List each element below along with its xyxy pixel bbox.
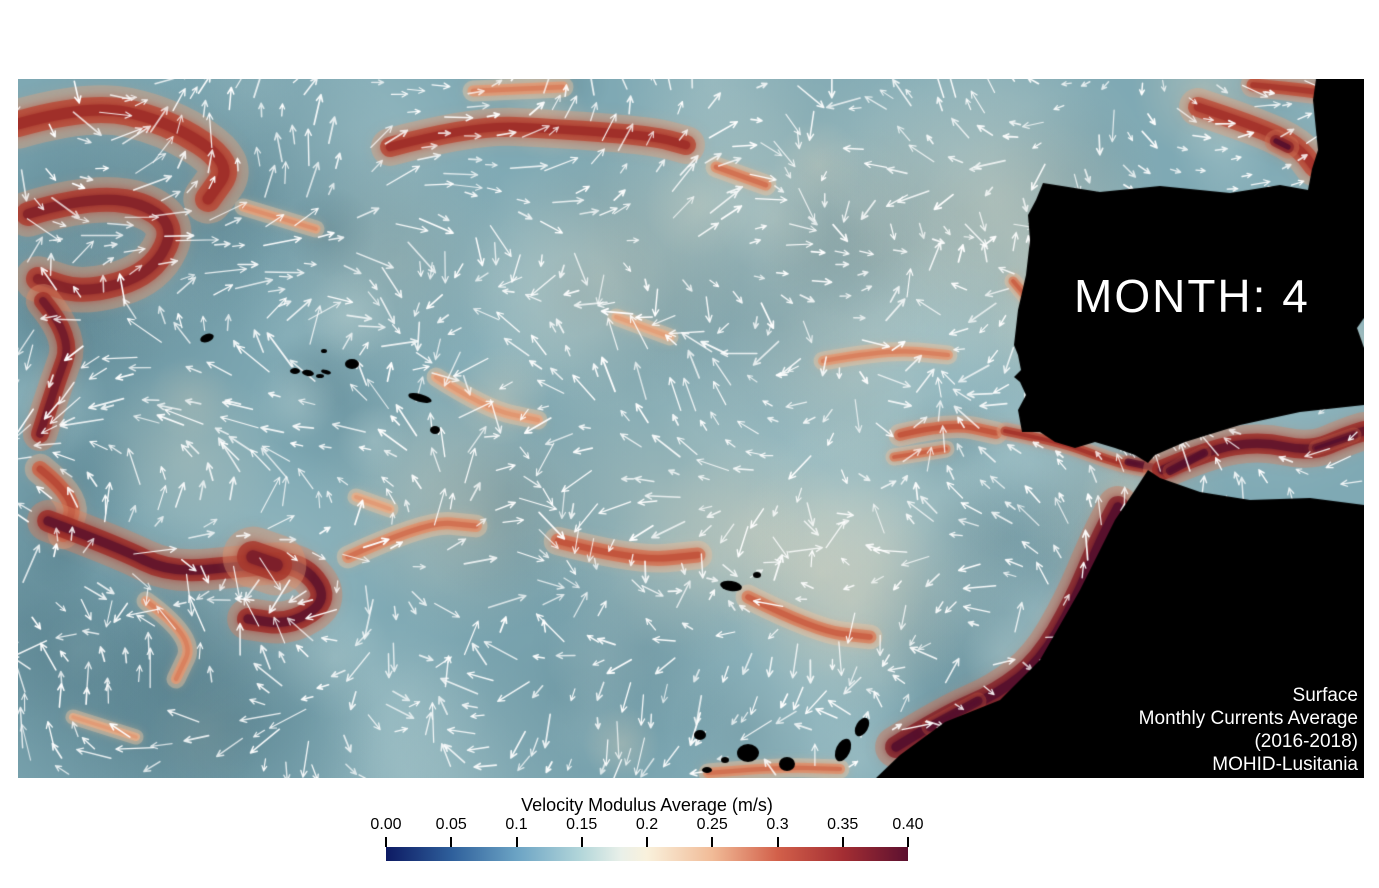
- colorbar-tick-label: 0.35: [827, 816, 859, 833]
- colorbar-tick-mark: [515, 837, 518, 847]
- colorbar-tick-mark: [907, 837, 909, 847]
- colorbar-tick-label: 0.05: [435, 816, 467, 833]
- colorbar-tick-mark: [776, 837, 779, 847]
- colorbar-title: Velocity Modulus Average (m/s): [521, 795, 773, 815]
- colorbar-ticks-layer: [385, 837, 909, 847]
- colorbar-tick-mark: [385, 837, 387, 847]
- colorbar-tick-mark: [646, 837, 648, 847]
- colorbar-gradient: [386, 847, 908, 861]
- credit-line-subject: Monthly Currents Average: [1138, 708, 1358, 729]
- colorbar-tick-mark: [580, 837, 583, 847]
- colorbar-tick-label: 0.00: [370, 816, 402, 833]
- colorbar-tick-label: 0.1: [505, 816, 528, 833]
- colorbar-tick-label: 0.3: [766, 816, 789, 833]
- colorbar-tick-mark: [450, 837, 453, 847]
- colorbar-tick-label: 0.25: [696, 816, 728, 833]
- colorbar-tick-mark: [711, 837, 714, 847]
- currents-map-canvas: [18, 79, 1364, 778]
- credits-block: Surface Monthly Currents Average (2016-2…: [1139, 684, 1358, 776]
- colorbar-tick-label: 0.40: [892, 816, 924, 833]
- colorbar: Velocity Modulus Average (m/s) 0.00 0.05 0…: [370, 795, 924, 861]
- credit-line-surface: Surface: [1292, 685, 1358, 706]
- colorbar-tick-label: 0.15: [566, 816, 598, 833]
- colorbar-tick-mark: [841, 837, 844, 847]
- currents-map: MONTH: 4 Surface Monthly Currents Averag…: [18, 79, 1364, 778]
- credit-line-model: MOHID-Lusitania: [1212, 754, 1358, 775]
- colorbar-tick-label: 0.2: [635, 816, 659, 833]
- colorbar-labels-layer: 0.00 0.05 0.1 0.15 0.2 0.25 0.3 0.35 0.40: [370, 816, 923, 834]
- credit-line-years: (2016-2018): [1254, 731, 1358, 752]
- month-label: MONTH: 4: [1074, 270, 1310, 322]
